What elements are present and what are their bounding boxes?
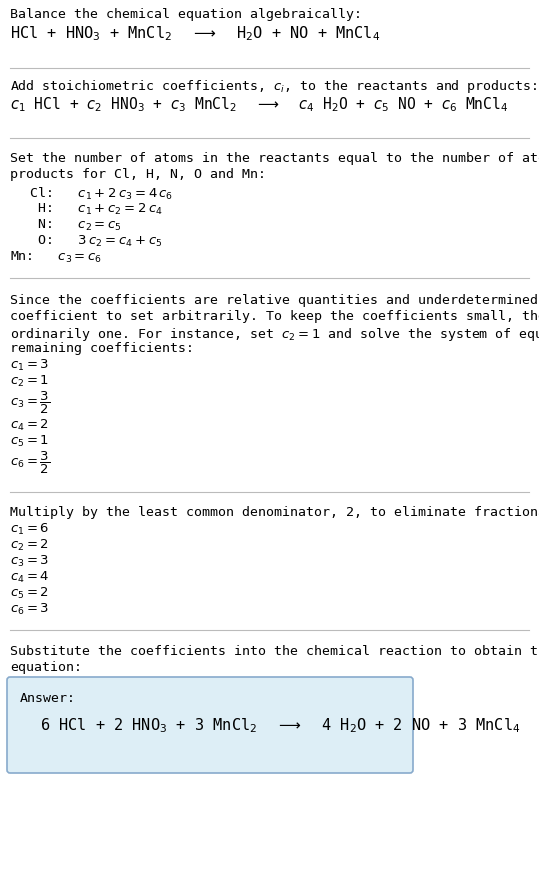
Text: equation:: equation: xyxy=(10,661,82,674)
Text: $c_3 = \dfrac{3}{2}$: $c_3 = \dfrac{3}{2}$ xyxy=(10,390,50,416)
Text: Multiply by the least common denominator, 2, to eliminate fractional coefficient: Multiply by the least common denominator… xyxy=(10,506,539,519)
Text: N:   $c_2 = c_5$: N: $c_2 = c_5$ xyxy=(22,218,122,233)
FancyBboxPatch shape xyxy=(7,677,413,773)
Text: $c_5 = 1$: $c_5 = 1$ xyxy=(10,434,49,449)
Text: $c_4 = 2$: $c_4 = 2$ xyxy=(10,418,49,433)
Text: Substitute the coefficients into the chemical reaction to obtain the balanced: Substitute the coefficients into the che… xyxy=(10,645,539,658)
Text: coefficient to set arbitrarily. To keep the coefficients small, the arbitrary va: coefficient to set arbitrarily. To keep … xyxy=(10,310,539,323)
Text: $c_6 = 3$: $c_6 = 3$ xyxy=(10,602,49,617)
Text: $c_2 = 2$: $c_2 = 2$ xyxy=(10,538,49,553)
Text: products for Cl, H, N, O and Mn:: products for Cl, H, N, O and Mn: xyxy=(10,168,266,181)
Text: 6 HCl + 2 HNO$_3$ + 3 MnCl$_2$  $\longrightarrow$  4 H$_2$O + 2 NO + 3 MnCl$_4$: 6 HCl + 2 HNO$_3$ + 3 MnCl$_2$ $\longrig… xyxy=(40,716,521,735)
Text: $c_6 = \dfrac{3}{2}$: $c_6 = \dfrac{3}{2}$ xyxy=(10,450,50,476)
Text: Since the coefficients are relative quantities and underdetermined, choose a: Since the coefficients are relative quan… xyxy=(10,294,539,307)
Text: Add stoichiometric coefficients, $c_i$, to the reactants and products:: Add stoichiometric coefficients, $c_i$, … xyxy=(10,78,537,95)
Text: Balance the chemical equation algebraically:: Balance the chemical equation algebraica… xyxy=(10,8,362,21)
Text: $c_4 = 4$: $c_4 = 4$ xyxy=(10,570,50,585)
Text: $c_3 = 3$: $c_3 = 3$ xyxy=(10,554,49,569)
Text: remaining coefficients:: remaining coefficients: xyxy=(10,342,194,355)
Text: $c_1$ HCl + $c_2$ HNO$_3$ + $c_3$ MnCl$_2$  $\longrightarrow$  $c_4$ H$_2$O + $c: $c_1$ HCl + $c_2$ HNO$_3$ + $c_3$ MnCl$_… xyxy=(10,95,508,114)
Text: $c_2 = 1$: $c_2 = 1$ xyxy=(10,374,49,389)
Text: Mn:   $c_3 = c_6$: Mn: $c_3 = c_6$ xyxy=(10,250,102,265)
Text: H:   $c_1 + c_2 = 2\,c_4$: H: $c_1 + c_2 = 2\,c_4$ xyxy=(22,202,163,217)
Text: $c_1 = 3$: $c_1 = 3$ xyxy=(10,358,49,373)
Text: O:   $3\,c_2 = c_4 + c_5$: O: $3\,c_2 = c_4 + c_5$ xyxy=(22,234,162,249)
Text: $c_5 = 2$: $c_5 = 2$ xyxy=(10,586,49,602)
Text: Answer:: Answer: xyxy=(20,692,76,705)
Text: ordinarily one. For instance, set $c_2 = 1$ and solve the system of equations fo: ordinarily one. For instance, set $c_2 =… xyxy=(10,326,539,343)
Text: Cl:   $c_1 + 2\,c_3 = 4\,c_6$: Cl: $c_1 + 2\,c_3 = 4\,c_6$ xyxy=(22,186,173,202)
Text: Set the number of atoms in the reactants equal to the number of atoms in the: Set the number of atoms in the reactants… xyxy=(10,152,539,165)
Text: $c_1 = 6$: $c_1 = 6$ xyxy=(10,522,49,537)
Text: HCl + HNO$_3$ + MnCl$_2$  $\longrightarrow$  H$_2$O + NO + MnCl$_4$: HCl + HNO$_3$ + MnCl$_2$ $\longrightarro… xyxy=(10,24,381,42)
